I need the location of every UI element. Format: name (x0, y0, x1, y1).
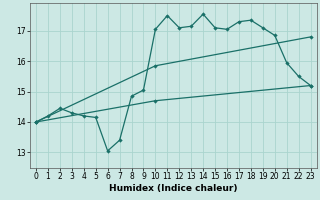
X-axis label: Humidex (Indice chaleur): Humidex (Indice chaleur) (109, 184, 237, 193)
